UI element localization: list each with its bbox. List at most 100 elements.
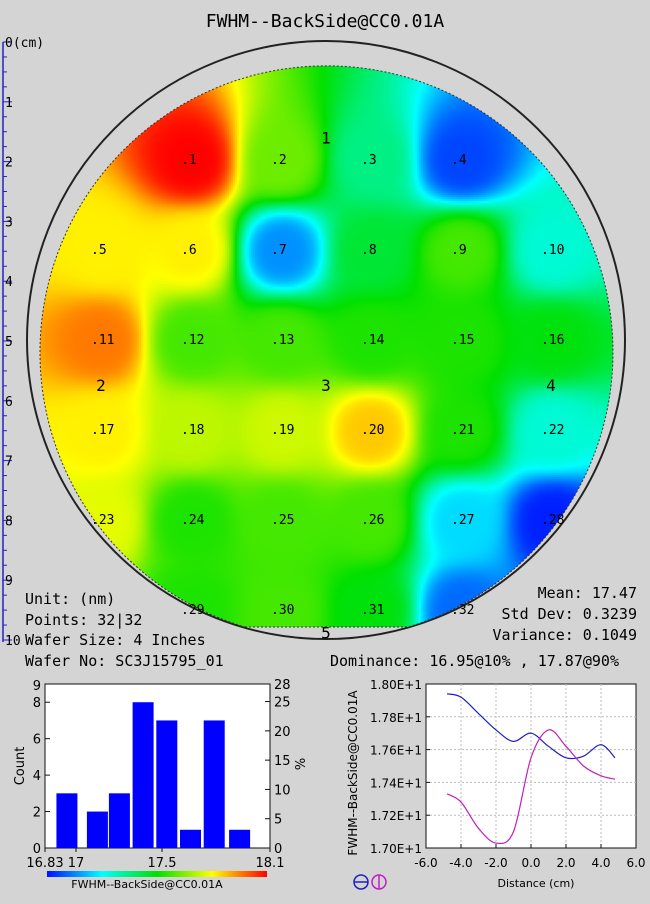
site-label: .2 xyxy=(271,153,287,168)
histogram-left-tick-label: 4 xyxy=(33,769,41,784)
line-y-tick-label: 1.72E+1 xyxy=(370,809,422,823)
line-y-tick-label: 1.74E+1 xyxy=(370,776,422,790)
site-label: .22 xyxy=(541,423,564,438)
histogram-ylabel-right: % xyxy=(294,758,309,770)
line-y-tick-label: 1.78E+1 xyxy=(370,711,422,725)
site-label: .25 xyxy=(271,513,294,528)
site-label: .11 xyxy=(91,333,114,348)
site-label: .19 xyxy=(271,423,294,438)
site-label: .3 xyxy=(361,153,377,168)
site-marker: 3 xyxy=(321,376,331,395)
histogram-right-tick-label: 25 xyxy=(274,696,291,711)
line-x-tick-label: -4.0 xyxy=(449,856,472,870)
wafer-edge xyxy=(39,65,614,628)
wafer-no-label: Wafer No: SC3J15795_01 xyxy=(25,652,224,670)
histogram-chart: 0 2 4 6 8 9 0 5 10 15 20 25 28 16.83 17 17.5 18.1 Coun… xyxy=(13,678,309,891)
line-x-tick-label: 0.0 xyxy=(521,856,540,870)
site-label: .16 xyxy=(541,333,564,348)
site-marker: 5 xyxy=(321,624,331,643)
profile-line-chart: 1.70E+1 1.72E+1 1.74E+1 1.76E+1 1.78E+1 1.80E… xyxy=(346,678,646,890)
line-y-tick-label: 1.76E+1 xyxy=(370,744,422,758)
ruler-tick-label: 3 xyxy=(5,215,13,230)
site-label: .18 xyxy=(181,423,204,438)
profile-line-horizontal xyxy=(446,693,616,760)
heatmap-canvas xyxy=(40,65,613,627)
site-label: .17 xyxy=(91,423,114,438)
ruler-tick-label: 5 xyxy=(5,335,13,350)
site-label: .7 xyxy=(271,243,287,258)
wafer-outline xyxy=(26,40,626,640)
line-x-tick-label: 4.0 xyxy=(591,856,610,870)
ruler-tick-label: 8 xyxy=(5,514,13,529)
site-label: .14 xyxy=(361,333,385,348)
site-label: .27 xyxy=(451,513,474,528)
histogram-ylabel: Count xyxy=(13,747,28,786)
histogram-colorbar xyxy=(47,871,267,877)
variance-label: Variance: 0.1049 xyxy=(493,626,638,644)
site-label: .13 xyxy=(271,333,294,348)
site-label: .21 xyxy=(451,423,474,438)
vertical-ruler: 1 2 3 4 5 6 7 8 9 10 0(cm) xyxy=(2,36,44,649)
ruler-tick-label: 9 xyxy=(5,574,13,589)
std-dev-label: Std Dev: 0.3239 xyxy=(502,605,637,623)
site-label: .15 xyxy=(451,333,474,348)
points-label: Points: 32|32 xyxy=(25,611,142,629)
ruler-tick-label: 10 xyxy=(5,634,21,649)
site-label: .28 xyxy=(541,513,564,528)
histogram-right-tick-label: 15 xyxy=(274,754,291,769)
site-label: .6 xyxy=(181,243,197,258)
site-label: .9 xyxy=(451,243,467,258)
unit-label: Unit: (nm) xyxy=(25,590,115,608)
ruler-tick-label: 2 xyxy=(5,156,13,171)
ruler-tick-label: 7 xyxy=(5,455,13,470)
site-label: .23 xyxy=(91,513,114,528)
line-plot-xlabel: Distance (cm) xyxy=(498,877,575,890)
site-label: .29 xyxy=(181,603,204,618)
histogram-x-tick-label: 16.83 xyxy=(26,856,63,871)
line-x-tick-label: 2.0 xyxy=(556,856,575,870)
site-label: .30 xyxy=(271,603,294,618)
histogram-x-tick-label: 17 xyxy=(68,856,85,871)
histogram-left-tick-label: 2 xyxy=(33,806,41,821)
histogram-xlabel: FWHM--BackSide@CC0.01A xyxy=(71,878,223,891)
site-label: .5 xyxy=(91,243,107,258)
ruler-tick-label: 4 xyxy=(5,275,13,290)
profile-direction-icon[interactable] xyxy=(353,874,387,890)
page-title: FWHM--BackSide@CC0.01A xyxy=(206,11,445,32)
histogram-bar xyxy=(108,793,130,848)
site-marker: 2 xyxy=(96,376,106,395)
histogram-x-tick-label: 17.5 xyxy=(148,856,177,871)
site-labels: .1 .2 .3 .4 .5 .6 .7 .8 .9 .10 .11 .12 .13 .14 .15 .16.… xyxy=(91,153,564,618)
histogram-left-top-label: 9 xyxy=(33,679,41,694)
ruler-unit-label: 0(cm) xyxy=(5,36,44,51)
histogram-bar xyxy=(132,702,154,848)
histogram-left-tick-label: 6 xyxy=(33,733,41,748)
site-label: .8 xyxy=(361,243,377,258)
ruler-tick-label: 1 xyxy=(5,96,13,111)
ruler-tick-label: 6 xyxy=(5,395,13,410)
profile-line-vertical xyxy=(446,729,616,845)
site-label: .31 xyxy=(361,603,384,618)
histogram-bar xyxy=(203,720,225,848)
histogram-right-tick-label: 10 xyxy=(274,783,291,798)
line-plot-ylabel: FWHM--BackSide@CC0.01A xyxy=(346,690,360,856)
site-marker: 1 xyxy=(321,129,331,148)
site-label: .24 xyxy=(181,513,205,528)
site-label: .4 xyxy=(451,153,467,168)
histogram-bar xyxy=(56,793,78,848)
site-label: .10 xyxy=(541,243,564,258)
site-marker: 4 xyxy=(546,376,556,395)
site-label: .32 xyxy=(451,603,474,618)
line-y-tick-label: 1.80E+1 xyxy=(370,678,422,692)
line-y-tick-label: 1.70E+1 xyxy=(370,842,422,856)
line-x-tick-label: -2.0 xyxy=(484,856,507,870)
histogram-x-tick-label: 18.1 xyxy=(256,856,285,871)
histogram-left-tick-label: 0 xyxy=(33,842,41,857)
site-label: .1 xyxy=(181,153,197,168)
wafer-heatmap xyxy=(40,65,613,627)
histogram-right-tick-label: 5 xyxy=(274,813,282,828)
histogram-right-tick-label: 20 xyxy=(274,725,291,740)
site-markers: 1 2 3 4 5 xyxy=(96,129,556,643)
line-x-tick-label: -6.0 xyxy=(414,856,437,870)
